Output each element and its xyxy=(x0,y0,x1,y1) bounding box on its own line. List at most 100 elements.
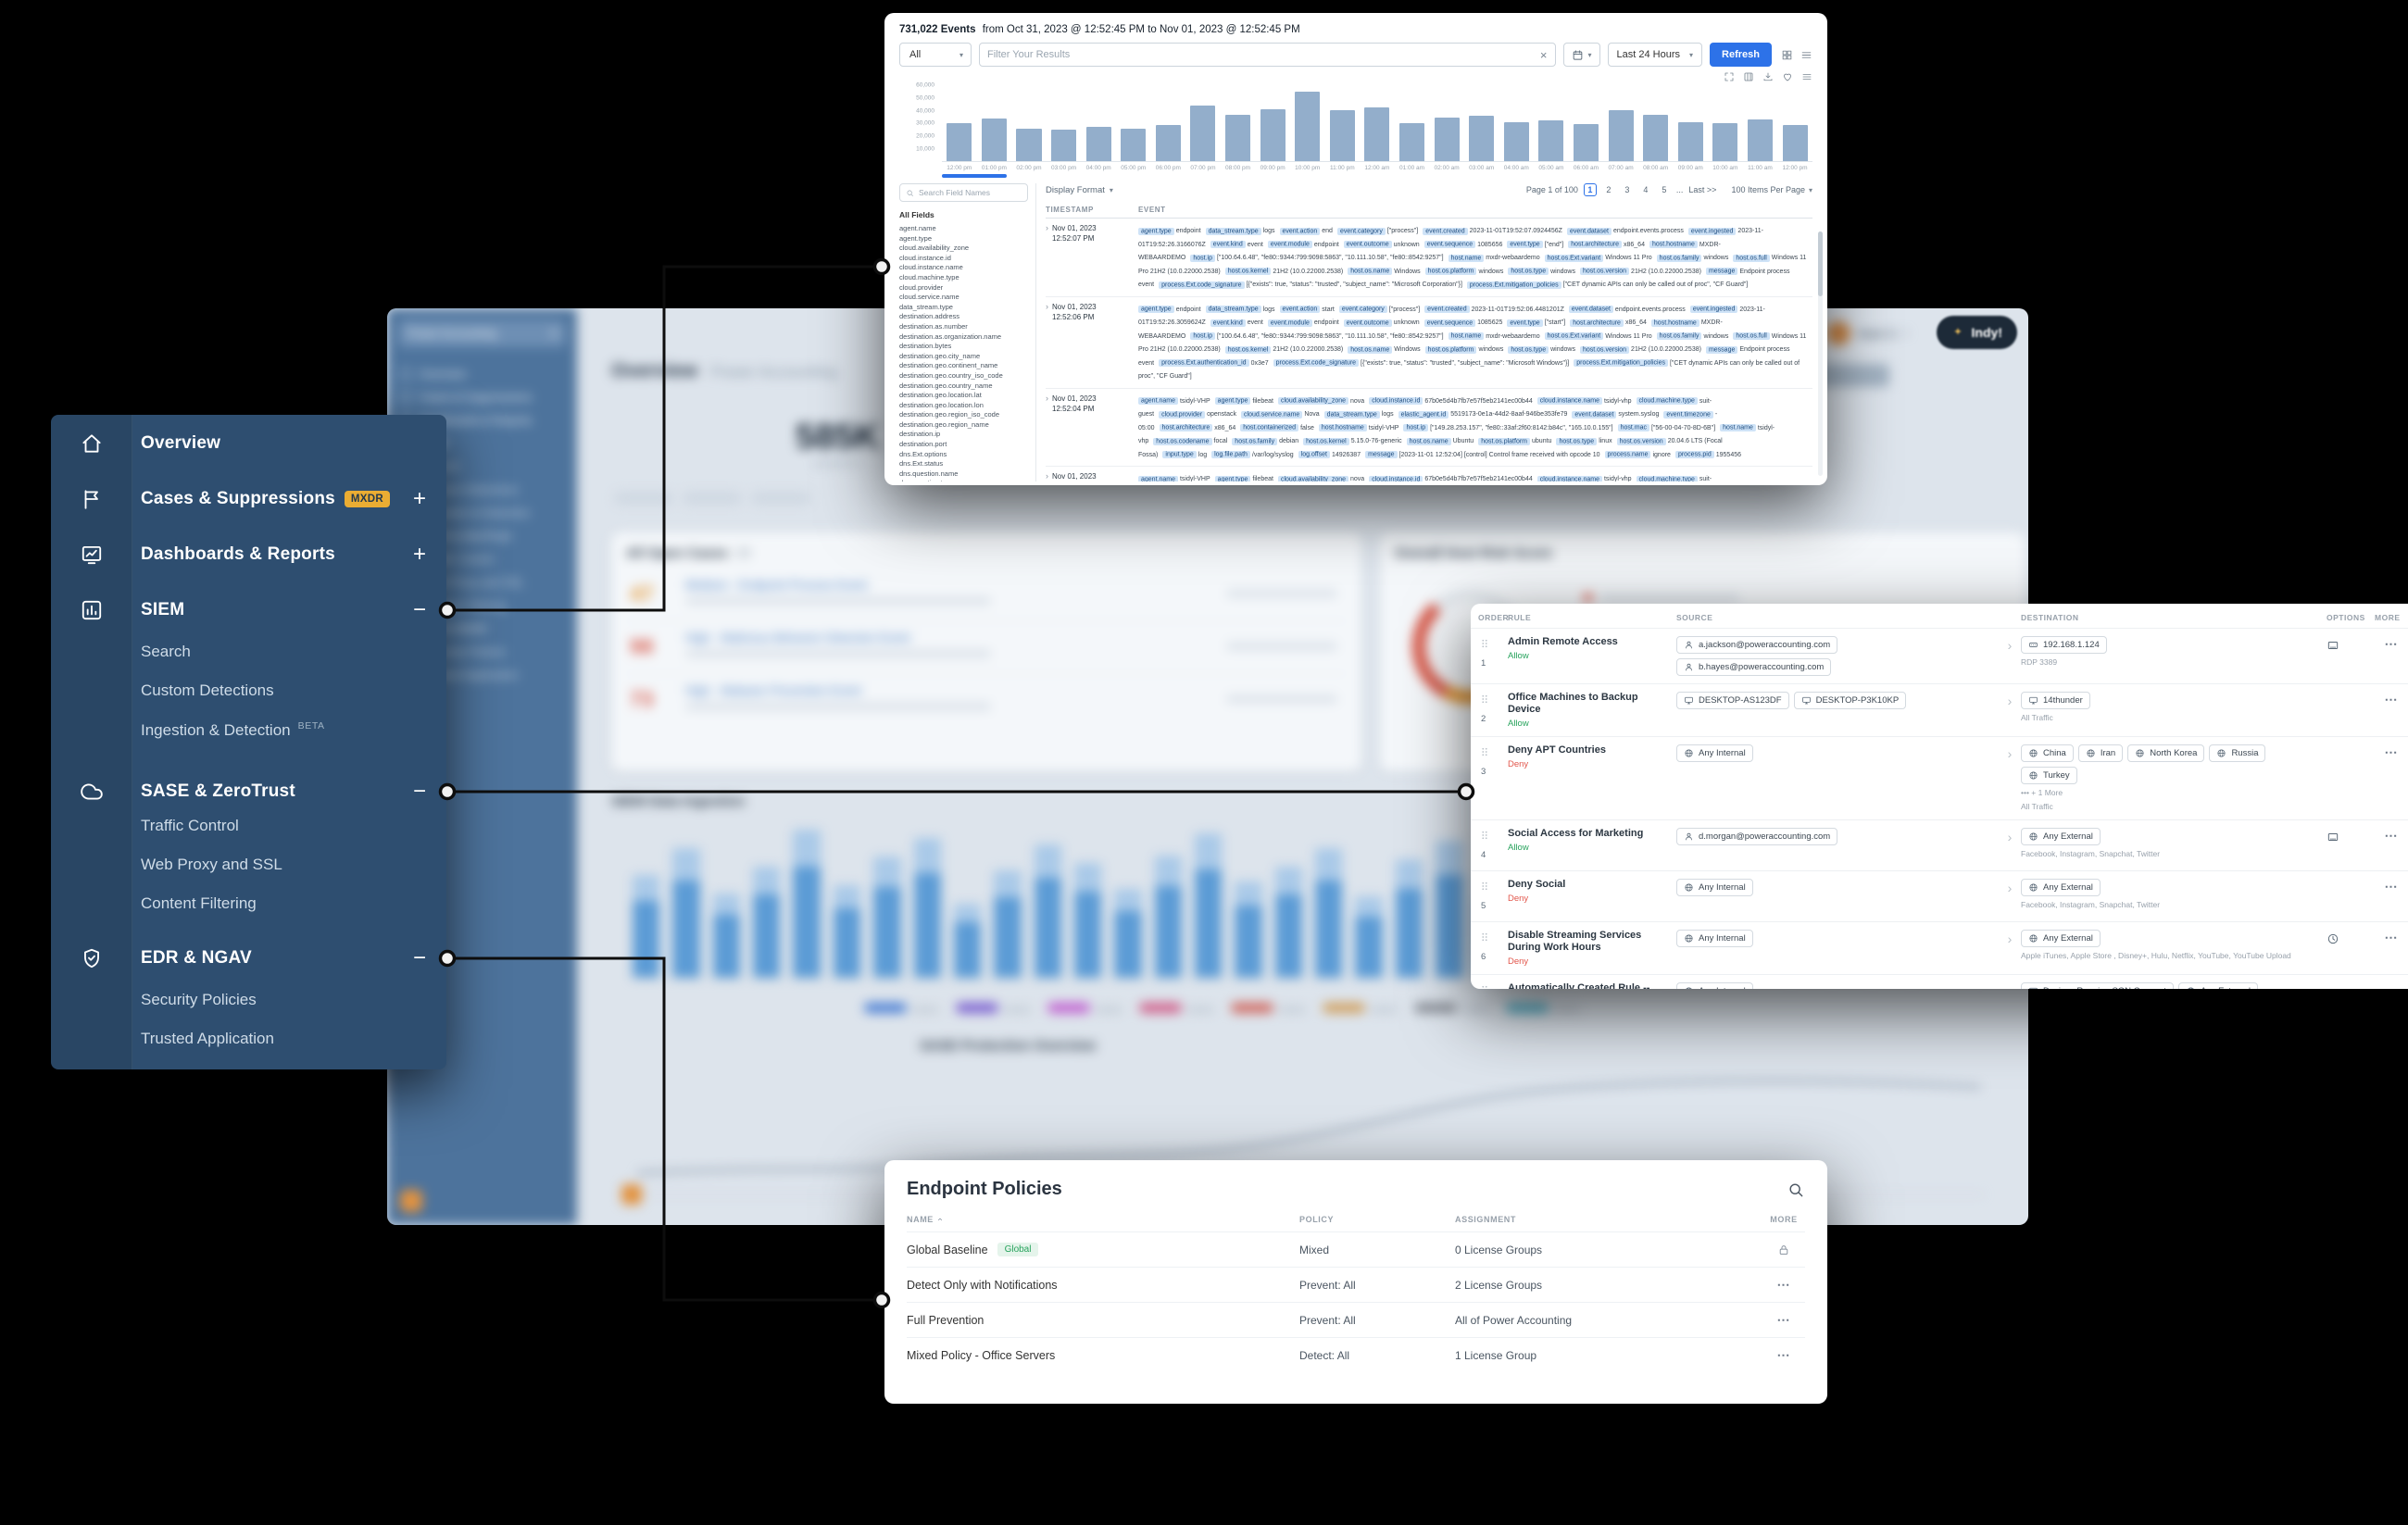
field-chip[interactable]: agent.type xyxy=(1214,475,1251,481)
field-item[interactable]: destination.as.number xyxy=(899,321,968,331)
field-chip[interactable]: host.containerized xyxy=(1240,424,1299,431)
rule-row-automatically-created-rule-allow-all-traffic-across-sgn[interactable]: 7 Automatically Created Rule -- Allow Al… xyxy=(1471,974,2408,989)
field-chip[interactable]: cloud.instance.id xyxy=(1369,397,1423,405)
field-chip[interactable]: host.architecture xyxy=(1568,241,1622,248)
refresh-button[interactable]: Refresh xyxy=(1710,43,1772,67)
policy-row-detect-only-with-notifications[interactable]: Detect Only with Notifications Prevent: … xyxy=(907,1267,1805,1302)
source-chip[interactable]: Any Internal xyxy=(1676,879,1753,896)
histogram-bar[interactable] xyxy=(1538,120,1564,161)
field-chip[interactable]: message xyxy=(1705,268,1738,275)
clock-icon[interactable] xyxy=(2326,932,2339,945)
more-actions-button[interactable]: ⋯ xyxy=(1776,1312,1791,1327)
field-chip[interactable]: event.category xyxy=(1336,227,1386,235)
histogram-bar[interactable] xyxy=(1398,122,1425,161)
nav-item-content-filtering[interactable]: Content Filtering xyxy=(141,890,446,918)
destination-chip[interactable]: Turkey xyxy=(2021,767,2077,784)
more-actions-button[interactable]: ⋯ xyxy=(2384,636,2399,651)
field-item[interactable]: agent.name xyxy=(899,224,936,232)
field-item[interactable]: destination.address xyxy=(899,312,960,321)
source-chip[interactable]: DESKTOP-AS123DF xyxy=(1676,692,1789,709)
histogram-bar[interactable] xyxy=(1503,122,1529,161)
fields-search-input[interactable]: Search Field Names xyxy=(899,183,1028,202)
field-chip[interactable]: host.os.name xyxy=(1406,437,1451,445)
items-per-page-select[interactable]: 100 Items Per Page ▾ xyxy=(1731,185,1812,194)
field-chip[interactable]: cloud.instance.name xyxy=(1536,475,1602,481)
field-item[interactable]: destination.ip xyxy=(899,430,941,439)
field-chip[interactable]: event.sequence xyxy=(1423,241,1476,248)
chevron-right-icon[interactable]: › xyxy=(2007,694,2013,708)
drag-handle-icon[interactable] xyxy=(1478,828,1491,843)
source-chip[interactable]: a.jackson@poweraccounting.com xyxy=(1676,636,1838,654)
field-chip[interactable]: host.os.family xyxy=(1232,437,1278,445)
ports-icon[interactable] xyxy=(2326,831,2339,844)
minus-icon[interactable]: − xyxy=(412,597,426,622)
field-chip[interactable]: event.action xyxy=(1279,306,1321,313)
event-row[interactable]: › Nov 01, 2023 12:52:07 PM agent.type endp… xyxy=(1046,219,1812,297)
chevron-right-icon[interactable]: › xyxy=(1046,301,1048,311)
field-item[interactable]: destination.geo.region_name xyxy=(899,419,989,429)
histogram-scrollbar[interactable] xyxy=(942,174,1007,178)
field-item[interactable]: dns.Ext.options xyxy=(899,449,947,458)
histogram-bar[interactable] xyxy=(1643,114,1669,161)
events-scrollbar[interactable] xyxy=(1818,231,1823,476)
histogram-bar[interactable] xyxy=(1434,118,1460,161)
histogram-bar[interactable] xyxy=(1712,122,1738,161)
histogram-bar[interactable] xyxy=(1608,109,1634,161)
scope-select[interactable]: All ▾ xyxy=(899,43,972,67)
nav-item-custom-detections[interactable]: Custom Detections xyxy=(141,677,446,705)
histogram-bar[interactable] xyxy=(1085,127,1111,161)
last-page-button[interactable]: Last >> xyxy=(1688,185,1717,194)
nav-section-overview[interactable]: Overview xyxy=(51,425,446,462)
field-chip[interactable]: host.os.family xyxy=(1656,332,1702,340)
field-chip[interactable]: host.ip xyxy=(1403,424,1429,431)
bg-user-menu[interactable]: Mark S ▾ xyxy=(1804,321,1908,345)
field-chip[interactable]: process.Ext.mitigation_policies xyxy=(1466,281,1561,289)
field-chip[interactable]: event.outcome xyxy=(1343,241,1392,248)
download-icon[interactable] xyxy=(1762,71,1774,82)
clear-filter-button[interactable]: × xyxy=(1539,47,1548,62)
field-item[interactable]: destination.port xyxy=(899,440,947,449)
field-chip[interactable]: host.os.kernel xyxy=(1224,345,1272,354)
field-item[interactable]: destination.bytes xyxy=(899,342,952,351)
field-chip[interactable]: message xyxy=(1705,345,1738,354)
drag-handle-icon[interactable] xyxy=(1478,930,1491,944)
field-chip[interactable]: host.ip xyxy=(1190,332,1215,340)
more-actions-button[interactable]: ⋯ xyxy=(2384,930,2399,944)
bg-indy-assistant-button[interactable]: Indy! xyxy=(1936,316,2017,349)
field-item[interactable]: dns.question.name xyxy=(899,469,959,478)
menu-icon[interactable] xyxy=(1800,49,1812,61)
field-chip[interactable]: cloud.instance.id xyxy=(1369,475,1423,481)
field-chip[interactable]: data_stream.type xyxy=(1323,410,1380,419)
histogram-bar[interactable] xyxy=(1260,108,1286,161)
rule-row-admin-remote-access[interactable]: 1 Admin Remote Access Allow a.jackson@po… xyxy=(1471,628,2408,683)
field-item[interactable]: agent.type xyxy=(899,233,933,243)
heart-icon[interactable] xyxy=(1782,71,1793,82)
destination-chip[interactable]: Any External xyxy=(2021,879,2101,896)
field-chip[interactable]: host.os.full xyxy=(1733,332,1770,340)
more-actions-button[interactable]: ⋯ xyxy=(2384,879,2399,894)
field-chip[interactable]: event.module xyxy=(1267,319,1312,327)
nav-item-search[interactable]: Search xyxy=(141,638,446,666)
field-item[interactable]: destination.geo.location.lon xyxy=(899,400,984,409)
field-chip[interactable]: agent.type xyxy=(1138,306,1174,313)
column-header-name[interactable]: NAME xyxy=(907,1215,1299,1224)
field-chip[interactable]: process.Ext.mitigation_policies xyxy=(1574,359,1668,367)
rule-row-deny-apt-countries[interactable]: 3 Deny APT Countries Deny Any Internal ›… xyxy=(1471,736,2408,819)
field-chip[interactable]: event.outcome xyxy=(1343,319,1392,327)
field-chip[interactable]: message xyxy=(1365,451,1398,458)
field-chip[interactable]: host.hostname xyxy=(1318,424,1367,431)
filter-input[interactable]: Filter Your Results × xyxy=(979,43,1556,67)
chevron-right-icon[interactable]: › xyxy=(1046,471,1048,481)
nav-item-ingestion-detection[interactable]: Ingestion & Detection BETA xyxy=(141,717,446,744)
chevron-right-icon[interactable]: › xyxy=(2007,931,2013,946)
field-chip[interactable]: cloud.availability_zone xyxy=(1277,475,1348,481)
field-chip[interactable]: host.hostname xyxy=(1649,241,1698,248)
field-chip[interactable]: event.kind xyxy=(1210,241,1246,248)
source-chip[interactable]: d.morgan@poweraccounting.com xyxy=(1676,828,1838,845)
field-item[interactable]: destination.geo.city_name xyxy=(899,351,981,360)
field-item[interactable]: dns.Ext.status xyxy=(899,459,944,469)
histogram-bar[interactable] xyxy=(1016,129,1042,161)
chevron-right-icon[interactable]: › xyxy=(2007,746,2013,761)
field-chip[interactable]: host.os.platform xyxy=(1424,345,1477,354)
